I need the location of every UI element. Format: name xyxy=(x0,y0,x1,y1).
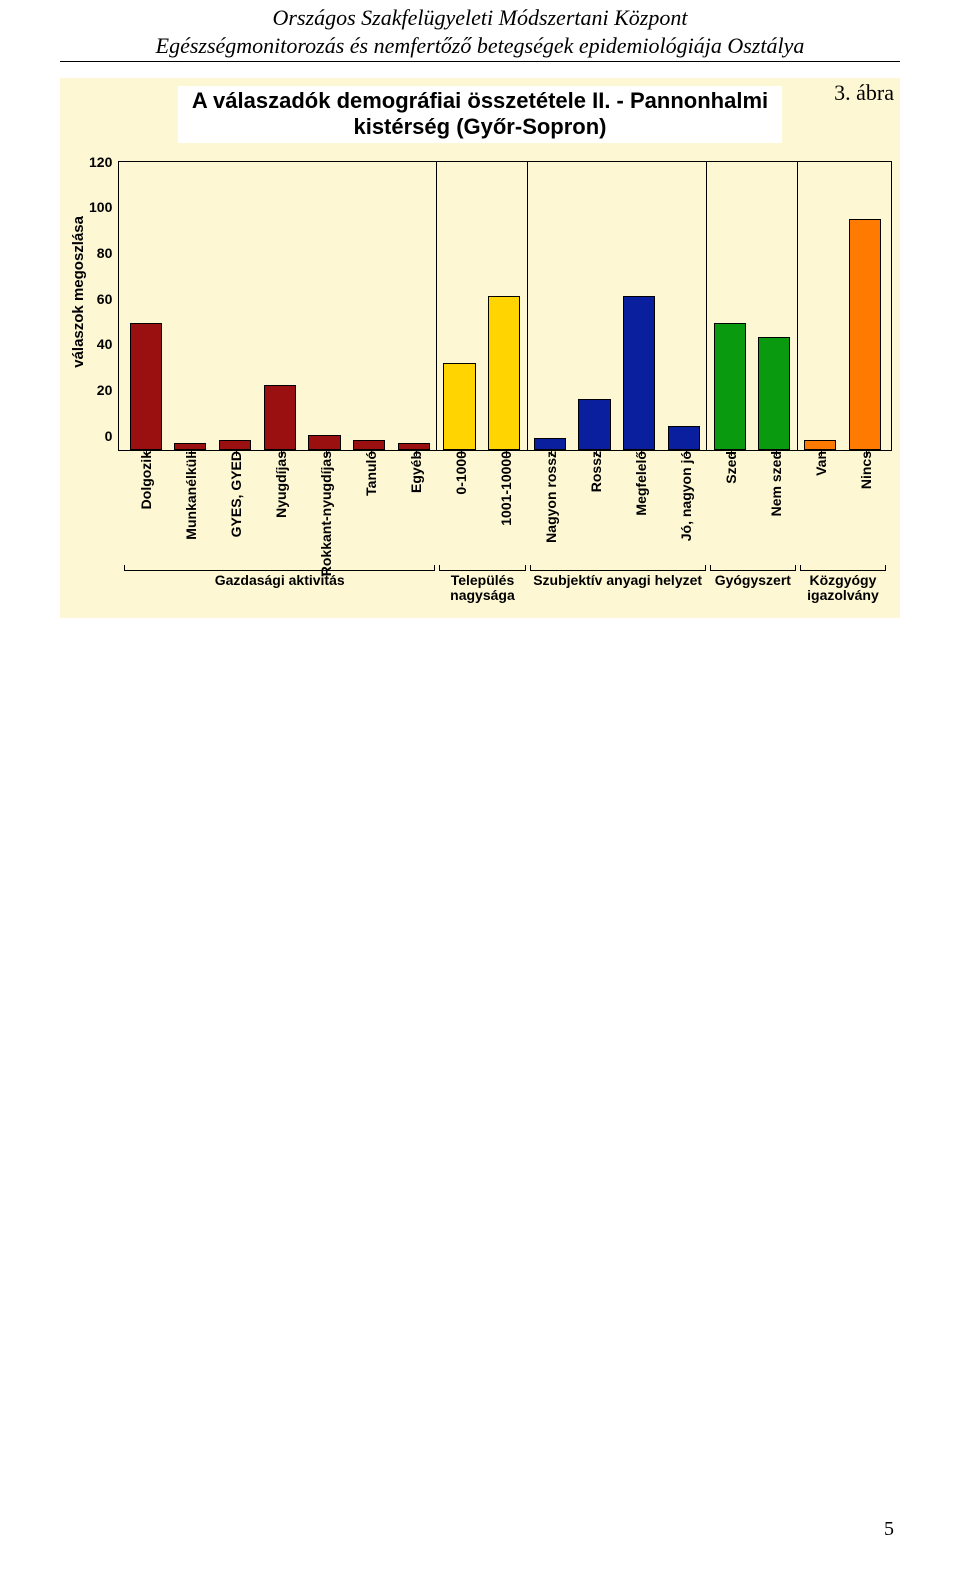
x-label-slot: 0-1000 xyxy=(438,451,483,501)
bar xyxy=(130,323,162,450)
bar-slot xyxy=(302,162,347,450)
bar xyxy=(714,323,746,450)
x-label: Van xyxy=(813,451,829,482)
x-label: Nem szed xyxy=(768,451,784,522)
bar xyxy=(264,385,296,450)
x-label-slot: Munkanélküli xyxy=(168,451,213,546)
bar-slot xyxy=(662,162,707,450)
page-number: 5 xyxy=(60,1518,900,1541)
x-label-slot: Nincs xyxy=(843,451,888,495)
bar-slot xyxy=(528,162,573,450)
x-label: Dolgozik xyxy=(138,451,154,515)
x-label-slot: Nagyon rossz xyxy=(528,451,573,549)
x-label-slot: Van xyxy=(798,451,843,482)
bar xyxy=(578,399,610,449)
bar-slot xyxy=(168,162,213,450)
group-label: Gazdasági aktivitás xyxy=(122,565,437,604)
bar-slot xyxy=(437,162,482,450)
y-tick: 60 xyxy=(97,291,113,307)
chart-panel: A válaszadók demográfiai összetétele II.… xyxy=(60,78,900,618)
x-label: Szed xyxy=(723,451,739,490)
x-label: Munkanélküli xyxy=(183,451,199,546)
group-label: Szubjektív anyagi helyzet xyxy=(528,565,708,604)
y-axis-label: válaszok megoszlása xyxy=(68,216,89,368)
x-label-slot: Jó, nagyon jó xyxy=(663,451,708,547)
bar-slot xyxy=(347,162,392,450)
x-label: GYES, GYED xyxy=(228,451,244,543)
bar-slot xyxy=(752,162,797,450)
bar xyxy=(849,219,881,449)
x-label-slot: Tanuló xyxy=(348,451,393,502)
x-label: Nagyon rossz xyxy=(543,451,559,549)
bar xyxy=(758,337,790,450)
bar xyxy=(443,363,475,449)
bar xyxy=(804,440,836,450)
x-labels-row: Dolgozik Munkanélküli GYES, GYED Nyugdíjas R… xyxy=(118,451,892,561)
bar-slot xyxy=(572,162,617,450)
x-axis-block: Dolgozik Munkanélküli GYES, GYED Nyugdíjas R… xyxy=(89,451,892,604)
y-tick: 100 xyxy=(89,199,112,215)
x-label: Tanuló xyxy=(363,451,379,502)
plot-frame: 120100806040200 xyxy=(89,161,892,451)
y-tick: 120 xyxy=(89,154,112,170)
x-label: Nincs xyxy=(858,451,874,495)
bar-slot xyxy=(482,162,527,450)
bar xyxy=(308,435,340,449)
bar xyxy=(353,440,385,450)
group-label: Gyógyszert xyxy=(708,565,798,604)
bar-slot xyxy=(798,162,843,450)
chart-body: válaszok megoszlása 120100806040200 Dolg… xyxy=(68,161,892,604)
chart-title: A válaszadók demográfiai összetétele II.… xyxy=(178,86,782,143)
x-label-slot: Nyugdíjas xyxy=(258,451,303,524)
y-tick: 0 xyxy=(105,428,113,444)
bar-slot xyxy=(842,162,887,450)
bar-slot xyxy=(391,162,436,450)
bar xyxy=(534,438,566,450)
x-label: Rokkant-nyugdíjas xyxy=(318,451,334,582)
x-label: 1001-10000 xyxy=(498,451,514,532)
page: Országos Szakfelügyeleti Módszertani Köz… xyxy=(0,0,960,1581)
bar-slot xyxy=(123,162,168,450)
y-tick: 40 xyxy=(97,336,113,352)
x-label: Egyéb xyxy=(408,451,424,499)
x-label-slot: Nem szed xyxy=(753,451,798,522)
bar xyxy=(668,426,700,450)
bar-slot xyxy=(707,162,752,450)
x-label-slot: Dolgozik xyxy=(123,451,168,515)
plot-column: 120100806040200 DolgozikMunkanélküliGYES… xyxy=(89,161,892,604)
chart-title-l1: A válaszadók demográfiai összetétele II.… xyxy=(192,88,768,114)
bar xyxy=(174,443,206,450)
bar-slot xyxy=(213,162,258,450)
x-label-slot: GYES, GYED xyxy=(213,451,258,543)
bar-slot xyxy=(257,162,302,450)
y-tick: 80 xyxy=(97,245,113,261)
plot-area xyxy=(118,161,892,451)
x-label-slot: Megfelelő xyxy=(618,451,663,522)
chart-title-l2: kistérség (Győr-Sopron) xyxy=(192,114,768,140)
x-label: 0-1000 xyxy=(453,451,469,501)
header-line2: Egészségmonitorozás és nemfertőző betegs… xyxy=(60,32,900,60)
x-label-slot: Rokkant-nyugdíjas xyxy=(303,451,348,582)
bar-slot xyxy=(617,162,662,450)
y-tick: 20 xyxy=(97,382,113,398)
group-label: Közgyógyigazolvány xyxy=(798,565,888,604)
x-label: Rossz xyxy=(588,451,604,498)
x-label-slot: Szed xyxy=(708,451,753,490)
page-header: Országos Szakfelügyeleti Módszertani Köz… xyxy=(60,0,900,62)
bar xyxy=(398,443,430,450)
ytick-spacer xyxy=(89,451,118,604)
bar xyxy=(488,296,520,450)
x-label-slot: Egyéb xyxy=(393,451,438,499)
x-label: Megfelelő xyxy=(633,451,649,522)
x-label: Jó, nagyon jó xyxy=(678,451,694,547)
x-label-slot: 1001-10000 xyxy=(483,451,528,532)
y-ticks: 120 100 80 60 40 20 0 xyxy=(89,154,118,444)
group-labels-row: Gazdasági aktivitásTelepülésnagyságaSzub… xyxy=(118,561,892,604)
x-label-slot: Rossz xyxy=(573,451,618,498)
x-label: Nyugdíjas xyxy=(273,451,289,524)
bar xyxy=(219,440,251,450)
group-label: Településnagysága xyxy=(437,565,527,604)
header-line1: Országos Szakfelügyeleti Módszertani Köz… xyxy=(60,4,900,32)
bar xyxy=(623,296,655,450)
